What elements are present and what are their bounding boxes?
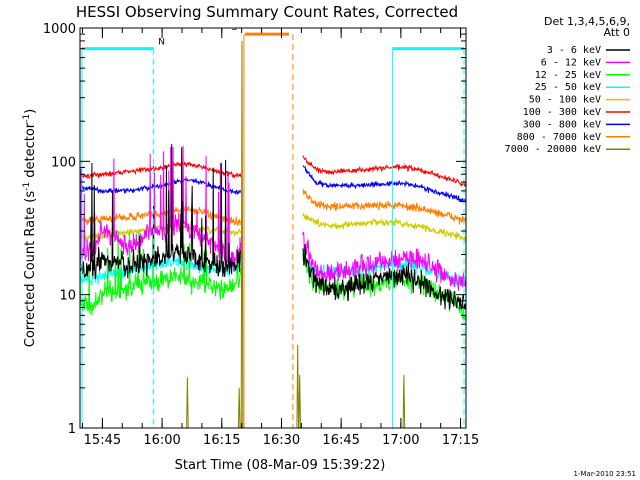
- legend-header-line: Att 0: [604, 26, 630, 39]
- x-tick-label: 16:00: [143, 433, 180, 448]
- flag-s-label: S: [232, 23, 238, 33]
- x-tick-label: 16:30: [263, 433, 300, 448]
- plot-frame: [79, 27, 467, 429]
- legend-header-line: Det 1,3,4,5,6,9,: [544, 15, 630, 28]
- legend-entry-label: 25 - 50 keV: [535, 82, 601, 93]
- x-axis: 15:45 16:00 16:15 16:30 16:45 17:00 17:15: [82, 28, 479, 448]
- y-axis-label: Corrected Count Rate (s-1 detector-1): [22, 109, 38, 347]
- series-line-800-7000-kev-kev-1: [302, 188, 466, 225]
- x-tick-label: 17:00: [382, 433, 419, 448]
- legend-entry-label: 12 - 25 keV: [535, 70, 601, 81]
- legend-entry-label: 100 - 300 keV: [523, 107, 601, 118]
- legend-entry-label: 6 - 12 keV: [541, 57, 601, 68]
- plot-area: NS: [80, 23, 466, 428]
- series-group: NS: [80, 23, 466, 428]
- series-line-300-800-kev-kev-1: [302, 165, 466, 204]
- series-line-6-12-kev-kev-0: [80, 145, 242, 273]
- flag-n-label: N: [158, 38, 165, 48]
- x-tick-label: 15:45: [84, 433, 121, 448]
- x-tick-label: 16:45: [322, 433, 359, 448]
- y-tick-label: 1: [68, 422, 76, 437]
- x-tick-label: 16:15: [203, 433, 240, 448]
- legend-entry-label: 800 - 7000 keV: [517, 132, 601, 143]
- series-line-3-6-kev-kev-0: [80, 143, 242, 280]
- series-line-100-300-kev-kev-1: [302, 155, 466, 187]
- y-tick-label: 10: [59, 289, 76, 304]
- x-axis-label: Start Time (08-Mar-09 15:39:22): [175, 458, 386, 473]
- series-line-50-100-kev-kev-1: [302, 212, 466, 242]
- chart-title: HESSI Observing Summary Count Rates, Cor…: [76, 3, 458, 21]
- legend-entry-label: 7000 - 20000 keV: [505, 144, 601, 155]
- legend-entry-label: 3 - 6 keV: [547, 45, 601, 56]
- series-line-100-300-kev-kev-0: [80, 160, 242, 180]
- legend-entry-label: 300 - 800 keV: [523, 119, 601, 130]
- series-line-12-25-kev-kev-0: [80, 226, 242, 316]
- series-line-3-6-kev-kev-1: [302, 244, 466, 310]
- series-line-6-12-kev-kev-1: [302, 231, 466, 291]
- y-tick-label: 1000: [43, 22, 76, 37]
- x-tick-label: 17:15: [442, 433, 479, 448]
- footer-timestamp: 1-Mar-2010 23:51: [574, 470, 636, 478]
- legend-entry-label: 50 - 100 keV: [529, 95, 601, 106]
- y-axis: 1 10 100 1000: [43, 22, 466, 437]
- y-tick-label: 100: [51, 155, 76, 170]
